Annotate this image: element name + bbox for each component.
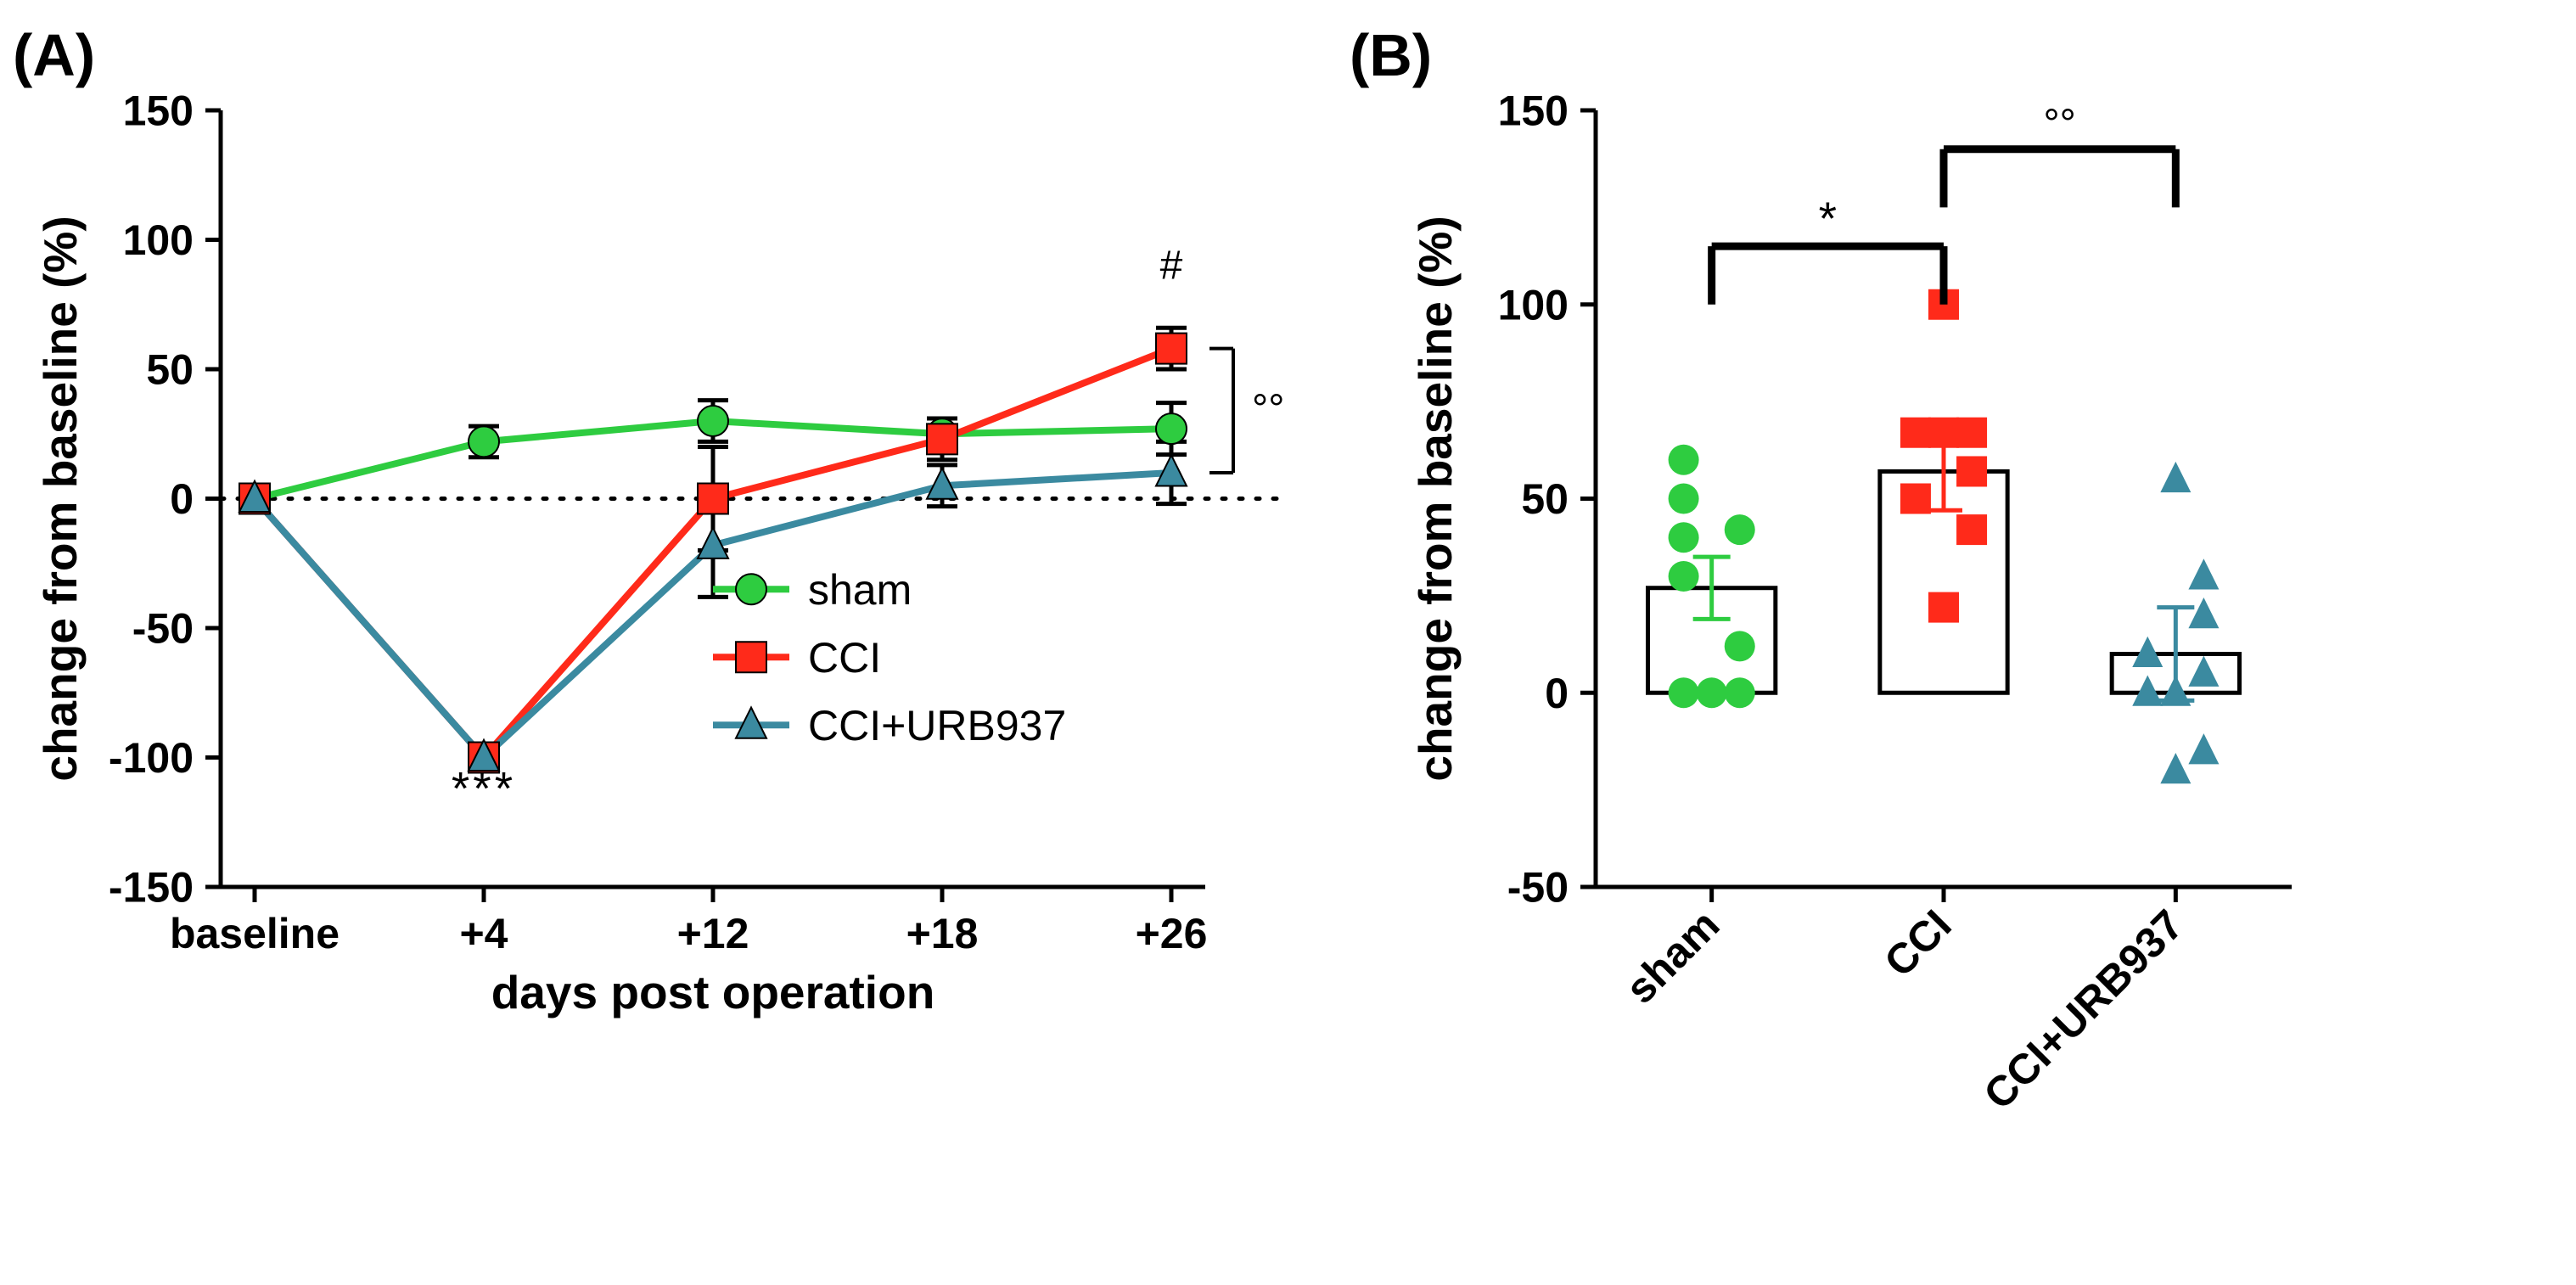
svg-text:days post operation: days post operation [491, 966, 935, 1018]
svg-text:change from baseline (%): change from baseline (%) [34, 216, 87, 781]
svg-text:100: 100 [1498, 281, 1569, 328]
svg-text:sham: sham [808, 566, 912, 614]
svg-text:-100: -100 [109, 734, 194, 782]
svg-text:CCI: CCI [1875, 901, 1960, 985]
svg-text:#: # [1160, 243, 1183, 288]
svg-text:change from baseline (%): change from baseline (%) [1409, 216, 1462, 781]
svg-text:100: 100 [123, 216, 194, 264]
svg-text:+12: +12 [677, 910, 749, 957]
svg-text:CCI: CCI [808, 634, 881, 682]
svg-text:-50: -50 [1507, 864, 1569, 912]
svg-text:+26: +26 [1136, 910, 1208, 957]
svg-text:baseline: baseline [170, 910, 340, 957]
svg-text:-50: -50 [132, 605, 194, 653]
svg-text:150: 150 [1498, 87, 1569, 135]
svg-text:°°: °° [1252, 387, 1284, 432]
svg-text:-150: -150 [109, 864, 194, 912]
svg-text:CCI+URB937: CCI+URB937 [1974, 901, 2192, 1119]
svg-text:150: 150 [123, 87, 194, 135]
svg-text:+18: +18 [906, 910, 979, 957]
svg-text:CCI+URB937: CCI+URB937 [808, 702, 1066, 749]
panel-a-chart: -150 -100 -50 0 50 100 150 baseline +4 +12 +18 +26 d… [0, 0, 1358, 1103]
svg-text:0: 0 [1545, 670, 1569, 717]
svg-text:*: * [1819, 192, 1837, 244]
svg-text:***: *** [452, 761, 516, 814]
svg-text:0: 0 [170, 475, 194, 523]
svg-text:sham: sham [1616, 901, 1728, 1013]
svg-text:°°: °° [2043, 102, 2075, 147]
figure: (A) (B) -150-100-50050100150baseline+4+1… [0, 0, 2576, 1285]
svg-text:50: 50 [1521, 475, 1569, 523]
svg-text:50: 50 [146, 346, 194, 394]
svg-text:+4: +4 [459, 910, 508, 957]
panel-b-chart: -50 0 50 100 150 change from baseline (%) sham… [1350, 0, 2576, 1285]
